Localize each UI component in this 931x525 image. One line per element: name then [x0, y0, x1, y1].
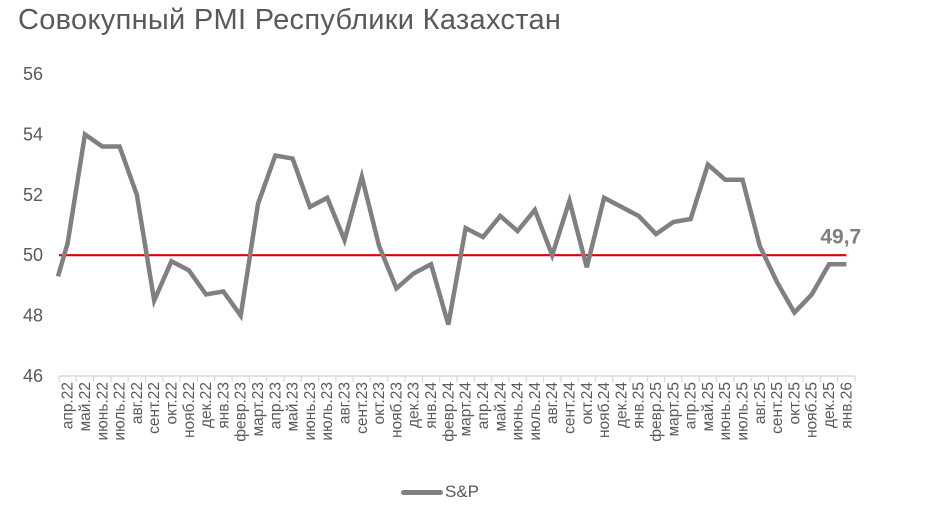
x-tick-label: окт.23	[371, 382, 388, 425]
x-tick-label: авг.22	[129, 382, 146, 424]
x-tick-label: апр.25	[683, 382, 700, 429]
x-tick-label: авг.24	[544, 382, 561, 425]
x-tick-label: март.24	[458, 382, 475, 437]
x-tick-label: сент.23	[354, 382, 371, 434]
x-axis: апр.22 май.22 июнь.22 июль.22 авг.22 сент.22 о…	[58, 375, 856, 442]
x-tick-label: июнь.25	[717, 382, 734, 440]
x-tick-label: авг.25	[752, 382, 769, 424]
x-tick-label: нояб.25	[804, 382, 821, 438]
x-tick-label: март.25	[665, 382, 682, 437]
x-tick-label: окт.25	[786, 382, 803, 425]
chart-title: Совокупный PMI Республики Казахстан	[18, 4, 562, 36]
x-tick-label: дек.23	[406, 382, 423, 428]
x-tick-label: июнь.23	[302, 382, 319, 440]
x-tick-label: май.24	[492, 382, 509, 432]
y-tick-label: 54	[23, 124, 43, 144]
y-tick-label: 50	[23, 245, 43, 265]
series-sp-line	[55, 130, 847, 326]
x-tick-label: февр.24	[440, 382, 457, 442]
x-tick-label: апр.23	[267, 382, 284, 429]
x-tick-label: дек.22	[198, 382, 215, 428]
x-tick-label: июль.24	[527, 382, 544, 441]
x-tick-label: июнь.24	[510, 382, 527, 441]
x-tick-label: апр.22	[60, 382, 77, 429]
legend-label-sp: S&P	[445, 482, 480, 501]
x-tick-label: апр.24	[475, 382, 492, 430]
x-tick-label: май.25	[700, 382, 717, 431]
x-tick-label: июль.22	[112, 382, 129, 441]
x-tick-label: сент.24	[561, 382, 578, 434]
y-tick-label: 56	[23, 64, 43, 84]
x-tick-label: май.22	[77, 382, 94, 431]
x-tick-label: окт.24	[579, 382, 596, 425]
data-label: 49,7	[820, 225, 861, 248]
x-tick-label: нояб.24	[596, 382, 613, 438]
x-tick-label: февр.23	[233, 382, 250, 442]
x-tick-label: июль.25	[735, 382, 752, 441]
series-line	[55, 130, 847, 326]
y-tick-label: 46	[23, 366, 43, 386]
x-tick-label: янв.24	[423, 382, 440, 429]
x-tick-label: март.23	[250, 382, 267, 437]
x-tick-label: янв.25	[631, 382, 648, 429]
x-tick-label: дек.25	[821, 382, 838, 428]
y-axis: 46 48 50 52 54 56	[23, 64, 43, 386]
x-tick-label: окт.22	[163, 382, 180, 425]
last-value-annotation: 49,7	[820, 225, 861, 248]
x-tick-label: сент.22	[146, 382, 163, 434]
x-tick-label: янв.26	[838, 382, 855, 429]
legend: S&P	[401, 482, 479, 502]
x-tick-label: май.23	[285, 382, 302, 431]
y-tick-label: 52	[23, 185, 43, 205]
x-tick-label: июнь.22	[94, 382, 111, 440]
x-tick-label: сент.25	[769, 382, 786, 434]
x-tick-label: янв.23	[215, 382, 232, 429]
x-tick-label: нояб.23	[388, 382, 405, 438]
x-tick-label: дек.24	[613, 382, 630, 428]
x-tick-label: февр.25	[648, 382, 665, 442]
legend-line-swatch-icon	[401, 489, 443, 495]
x-tick-label: нояб.22	[181, 382, 198, 438]
y-tick-label: 48	[23, 306, 43, 326]
x-tick-label: июль.23	[319, 382, 336, 441]
x-tick-label: авг.23	[337, 382, 354, 424]
